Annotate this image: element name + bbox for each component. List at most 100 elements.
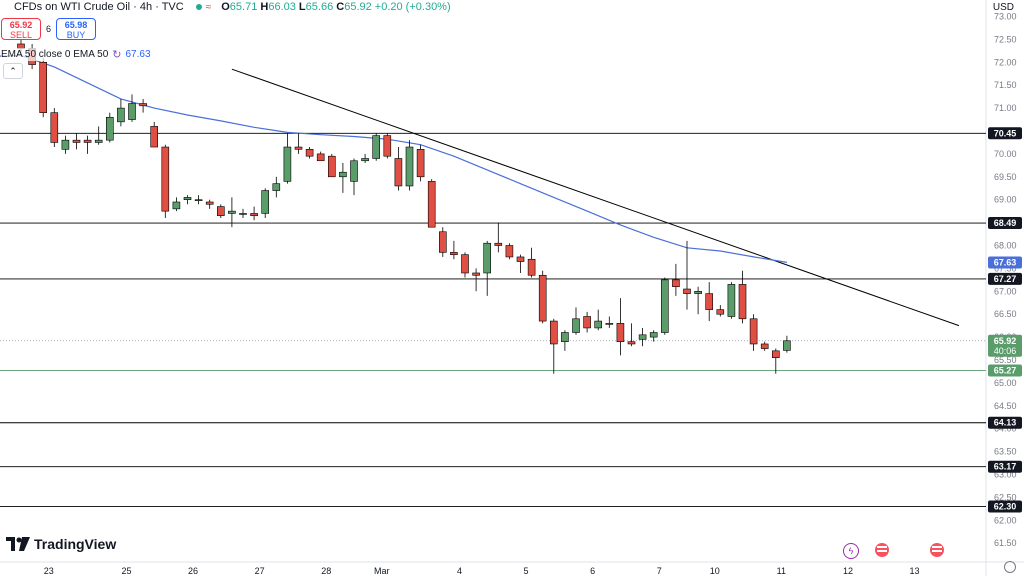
flash-event-icon[interactable]: ϟ <box>843 543 859 559</box>
level-price-tag-bg <box>988 217 1022 230</box>
candle-down <box>672 279 680 288</box>
y-tick-label: 67.00 <box>994 286 1017 296</box>
y-tick-label: 62.50 <box>994 492 1017 502</box>
candle-down <box>39 61 48 113</box>
candle-up <box>106 116 114 141</box>
candle-down <box>50 112 59 143</box>
y-tick-label: 72.50 <box>994 34 1017 44</box>
candle-down <box>583 316 591 329</box>
trendline <box>231 68 960 327</box>
candle-down <box>294 146 303 150</box>
x-tick-label: 25 <box>121 566 131 576</box>
level-price-tag-bg <box>988 127 1022 140</box>
spread-value: 6 <box>46 24 52 34</box>
level-price-tag: 70.45 <box>994 128 1017 138</box>
tv-logo-icon <box>6 537 30 551</box>
candle-down <box>305 149 314 157</box>
y-tick-label: 71.00 <box>994 103 1017 113</box>
candle-up <box>283 146 292 182</box>
loading-icon: ↻ <box>112 49 122 61</box>
us-flag-event-icon[interactable] <box>875 543 889 557</box>
candle-up <box>483 242 492 274</box>
indicator-legend[interactable]: EMA 50 close 0 EMA 50 ↻ 67.63 <box>1 48 151 61</box>
candle-up <box>405 146 414 187</box>
y-tick-label: 73.00 <box>994 12 1017 22</box>
candle-down <box>538 274 547 322</box>
candle-down <box>72 139 81 143</box>
candle-up <box>128 103 136 120</box>
candle-down <box>327 155 336 178</box>
candle-up <box>638 334 647 340</box>
last-price-tag: 65.92 <box>994 336 1017 346</box>
candle-down <box>394 158 403 187</box>
candle-up <box>372 135 381 159</box>
candle-down <box>438 231 447 253</box>
y-tick-label: 70.00 <box>994 149 1017 159</box>
settings-icon[interactable] <box>1004 561 1016 573</box>
candle-down <box>705 293 714 310</box>
candle-down <box>527 258 536 276</box>
y-tick-label: 63.50 <box>994 447 1017 457</box>
x-tick-label: 13 <box>910 566 920 576</box>
currency-label[interactable]: USD <box>992 2 1014 13</box>
level-price-tag-bg <box>988 460 1022 473</box>
ema-line <box>0 54 787 263</box>
indicator-value: 67.63 <box>125 49 151 60</box>
y-tick-label: 63.00 <box>994 470 1017 480</box>
y-tick-label: 65.00 <box>994 378 1017 388</box>
candle-down <box>627 341 636 345</box>
candle-down <box>771 350 780 359</box>
level-price-tag: 63.17 <box>994 462 1017 472</box>
x-tick-label: 12 <box>843 566 853 576</box>
level-price-tag: 64.13 <box>994 418 1017 428</box>
candle-down <box>472 272 480 276</box>
y-tick-label: 66.50 <box>994 309 1017 319</box>
sell-button[interactable]: 65.92 SELL <box>1 18 41 40</box>
candle-down <box>683 288 691 294</box>
candle-down <box>416 149 425 178</box>
candle-up <box>783 340 791 351</box>
collapse-icon[interactable]: ⌃ <box>3 63 23 79</box>
candle-up <box>272 183 281 191</box>
y-tick-label: 71.50 <box>994 80 1017 90</box>
ema-price-tag-bg <box>988 256 1022 269</box>
symbol-title[interactable]: CFDs on WTI Crude Oil · 4h · TVC <box>14 1 184 13</box>
us-flag-event-icon[interactable] <box>930 543 944 557</box>
ohlc-readout: O65.71 H66.03 L65.66 C65.92 +0.20 (+0.30… <box>221 1 451 13</box>
tradingview-logo[interactable]: TradingView <box>6 536 116 552</box>
buy-button[interactable]: 65.98 BUY <box>56 18 96 40</box>
candle-down <box>316 153 325 162</box>
candle-up <box>694 290 702 294</box>
candle-up <box>561 332 569 342</box>
x-tick-label: 27 <box>255 566 265 576</box>
candle-up <box>117 107 125 123</box>
level-price-tag-bg <box>988 272 1022 285</box>
ema-price-tag: 67.63 <box>994 257 1017 267</box>
candle-down <box>716 309 725 315</box>
candle-down <box>250 213 258 217</box>
level-price-tag: 68.49 <box>994 218 1017 228</box>
candle-up <box>649 332 658 338</box>
candle-up <box>194 199 203 201</box>
y-tick-label: 69.50 <box>994 172 1017 182</box>
level-price-tag: 62.30 <box>994 502 1017 512</box>
chart-header: CFDs on WTI Crude Oil · 4h · TVC ≈ O65.7… <box>0 0 451 14</box>
candle-down <box>738 284 747 320</box>
candle-down <box>161 146 170 212</box>
candle-down <box>749 318 758 345</box>
candle-down <box>450 252 458 255</box>
candle-down <box>217 206 225 217</box>
x-tick-label: 28 <box>321 566 331 576</box>
indicator-label: EMA 50 close 0 EMA 50 <box>1 49 109 60</box>
y-tick-label: 68.00 <box>994 241 1017 251</box>
candle-down <box>427 181 436 228</box>
x-tick-label: 26 <box>188 566 198 576</box>
x-tick-label: 5 <box>524 566 529 576</box>
x-tick-label: 11 <box>777 566 786 576</box>
candle-up <box>261 190 270 214</box>
candle-down <box>383 135 392 157</box>
y-tick-label: 65.50 <box>994 355 1017 365</box>
change: +0.20 (+0.30%) <box>374 1 451 13</box>
candle-up <box>228 210 236 214</box>
